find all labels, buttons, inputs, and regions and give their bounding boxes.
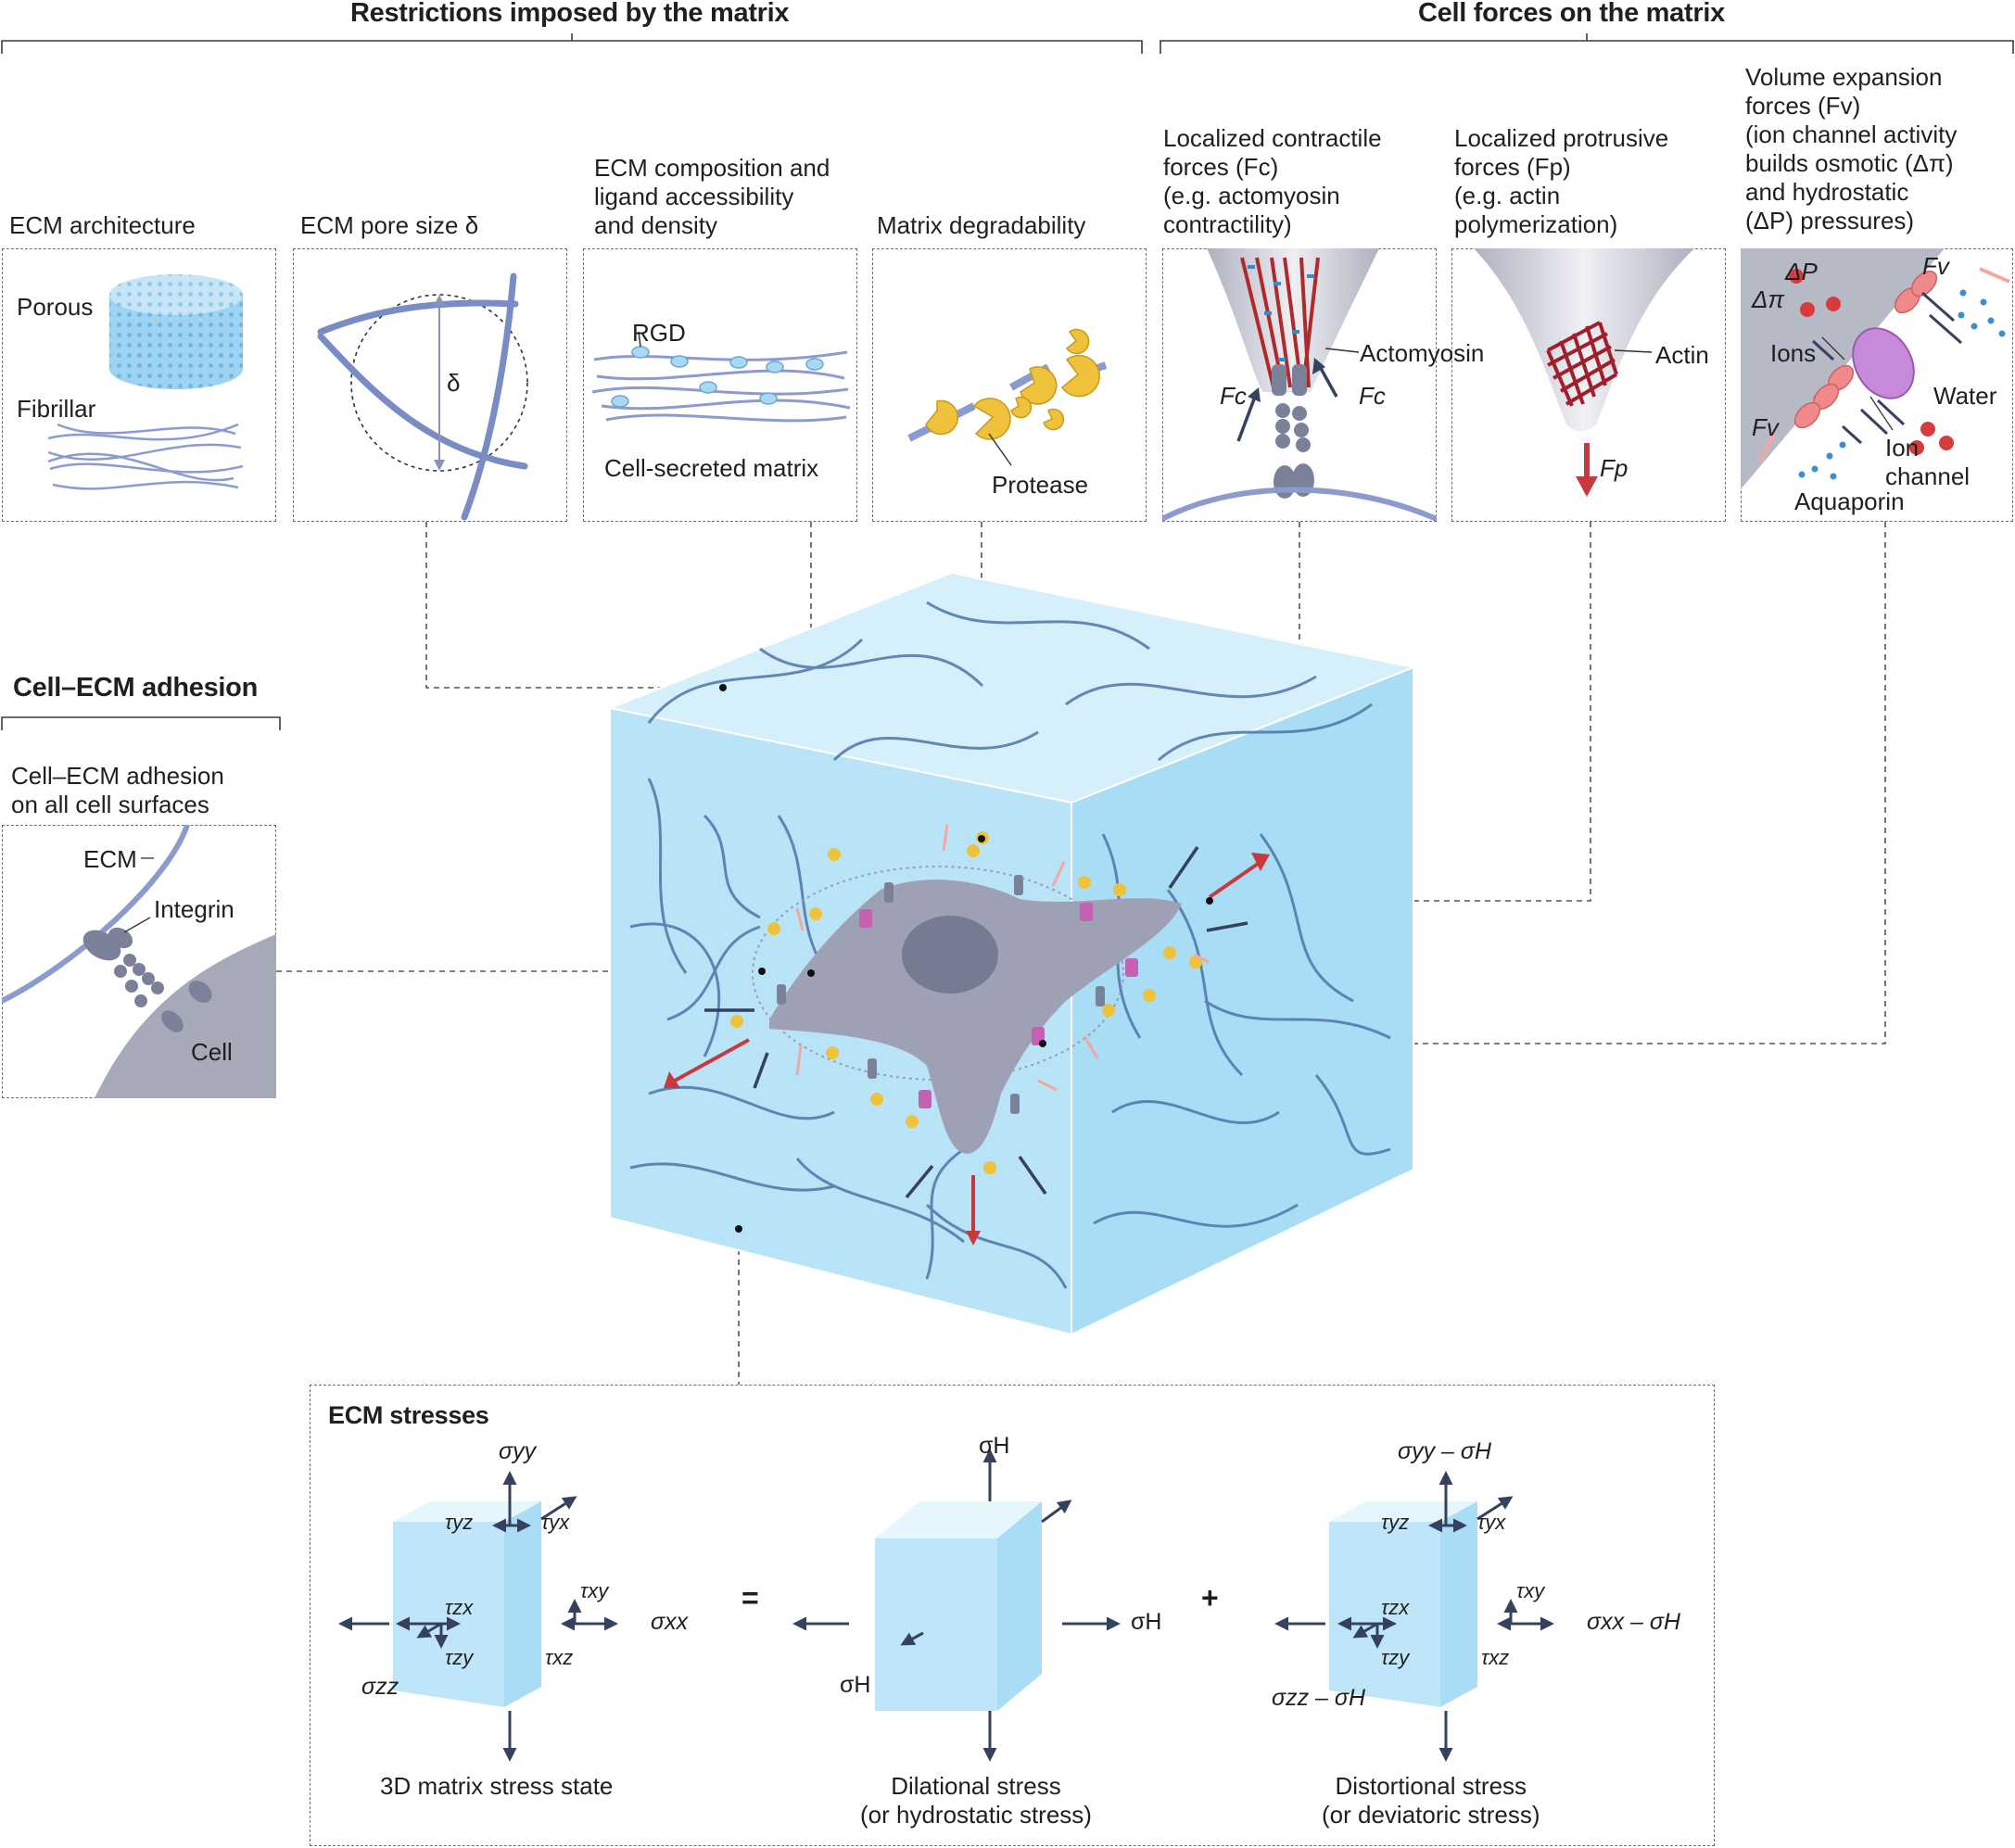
- equals-sign: =: [741, 1581, 759, 1614]
- state-yy: σyy: [499, 1438, 537, 1464]
- contractile-illustration: [1162, 248, 1437, 522]
- adhesion-cell-label: Cell: [191, 1038, 233, 1066]
- dil-right: σH: [1131, 1609, 1162, 1635]
- fv-top-label: Fv: [1922, 252, 1949, 280]
- state-tzx: τzx: [445, 1596, 474, 1619]
- fc-left-label: Fc: [1220, 382, 1247, 410]
- panel-ecm-architecture: [2, 248, 276, 522]
- panel-ecm-stresses: [310, 1385, 1715, 1846]
- header-adhesion: Cell–ECM adhesion: [13, 673, 259, 702]
- adhesion-title: Cell–ECM adhesion on all cell surfaces: [11, 762, 224, 818]
- pore-size-illustration: [317, 272, 528, 521]
- architecture-illustration: [47, 274, 244, 490]
- stresses-header: ECM stresses: [328, 1401, 489, 1429]
- fp-label: Fp: [1600, 454, 1628, 482]
- integrin-label: Integrin: [154, 895, 234, 923]
- dist-txy: τxy: [1516, 1579, 1545, 1602]
- stress-cube-distortional: [1329, 1501, 1477, 1707]
- adhesion-illustration: [2, 825, 276, 1098]
- state-txy: τxy: [580, 1579, 609, 1602]
- dist-txz: τxz: [1481, 1646, 1510, 1669]
- fv-left-label: Fv: [1752, 413, 1779, 441]
- delta-label: δ: [447, 369, 461, 397]
- stress-cubes: [338, 1449, 1554, 1762]
- dist-tzx: τzx: [1381, 1596, 1410, 1619]
- dil-left: σH: [840, 1672, 871, 1698]
- header-cell-forces: Cell forces on the matrix: [1418, 0, 1725, 28]
- stress-cube-state: [393, 1501, 541, 1707]
- dist-zz: σzz – σH: [1272, 1685, 1366, 1711]
- adhesion-ecm-label: ECM: [83, 845, 137, 873]
- rgd-label: RGD: [632, 319, 686, 347]
- protease-label: Protease: [992, 471, 1089, 499]
- cell-secreted-label: Cell-secreted matrix: [604, 454, 819, 482]
- panel-composition: [583, 248, 857, 522]
- dist-tyx: τyx: [1477, 1511, 1506, 1534]
- panel-pore-size: [293, 248, 567, 522]
- aquaporin-label: Aquaporin: [1794, 487, 1905, 515]
- water-label: Water: [1933, 382, 1997, 410]
- dil-top: σH: [979, 1433, 1010, 1459]
- actomyosin-label: Actomyosin: [1360, 339, 1485, 367]
- composition-title: ECM composition and ligand accessibility…: [594, 154, 830, 239]
- state-caption: 3D matrix stress state: [380, 1772, 614, 1800]
- panel-degradability: [872, 248, 1147, 522]
- state-tzy: τzy: [445, 1646, 474, 1669]
- ion-channel-label: Ion channel: [1885, 434, 1971, 490]
- dpi-label: Δπ: [1752, 285, 1784, 313]
- cell-body: [752, 866, 1182, 1154]
- dil-caption: Dilational stress (or hydrostatic stress…: [860, 1772, 1092, 1829]
- porous-cylinder: [109, 274, 243, 389]
- ions-label: Ions: [1770, 339, 1817, 367]
- header-restrictions: Restrictions imposed by the matrix: [350, 0, 790, 28]
- dist-yy: σyy – σH: [1398, 1438, 1492, 1464]
- protrusive-title: Localized protrusive forces (Fp) (e.g. a…: [1454, 124, 1669, 238]
- stress-cube-dilational: [875, 1501, 1042, 1711]
- state-zz: σzz: [361, 1674, 399, 1700]
- fibrillar-fibers: [47, 423, 244, 490]
- actin-label: Actin: [1655, 341, 1709, 369]
- dp-label: ΔP: [1785, 258, 1818, 285]
- state-tyx: τyx: [541, 1511, 570, 1534]
- plus-sign: +: [1201, 1581, 1219, 1614]
- porous-label: Porous: [17, 293, 94, 321]
- pore-size-title: ECM pore size δ: [300, 211, 479, 239]
- dist-tyz: τyz: [1381, 1511, 1410, 1534]
- dist-xx: σxx – σH: [1587, 1609, 1681, 1635]
- architecture-title: ECM architecture: [9, 211, 196, 239]
- degradability-title: Matrix degradability: [877, 211, 1086, 239]
- volume-title: Volume expansion forces (Fv) (ion channe…: [1745, 63, 1958, 234]
- state-xx: σxx: [651, 1609, 689, 1635]
- degradability-illustration: [907, 328, 1108, 466]
- dist-tzy: τzy: [1381, 1646, 1410, 1669]
- dist-caption: Distortional stress (or deviatoric stres…: [1322, 1772, 1540, 1829]
- state-tyz: τyz: [445, 1511, 474, 1534]
- composition-illustration: [591, 331, 851, 423]
- state-txz: τxz: [545, 1646, 574, 1669]
- fc-right-label: Fc: [1359, 382, 1386, 410]
- fibrillar-label: Fibrillar: [17, 395, 96, 423]
- contractile-title: Localized contractile forces (Fc) (e.g. …: [1163, 124, 1382, 238]
- protrusive-illustration: [1474, 248, 1694, 497]
- volume-illustration: [1741, 248, 2010, 489]
